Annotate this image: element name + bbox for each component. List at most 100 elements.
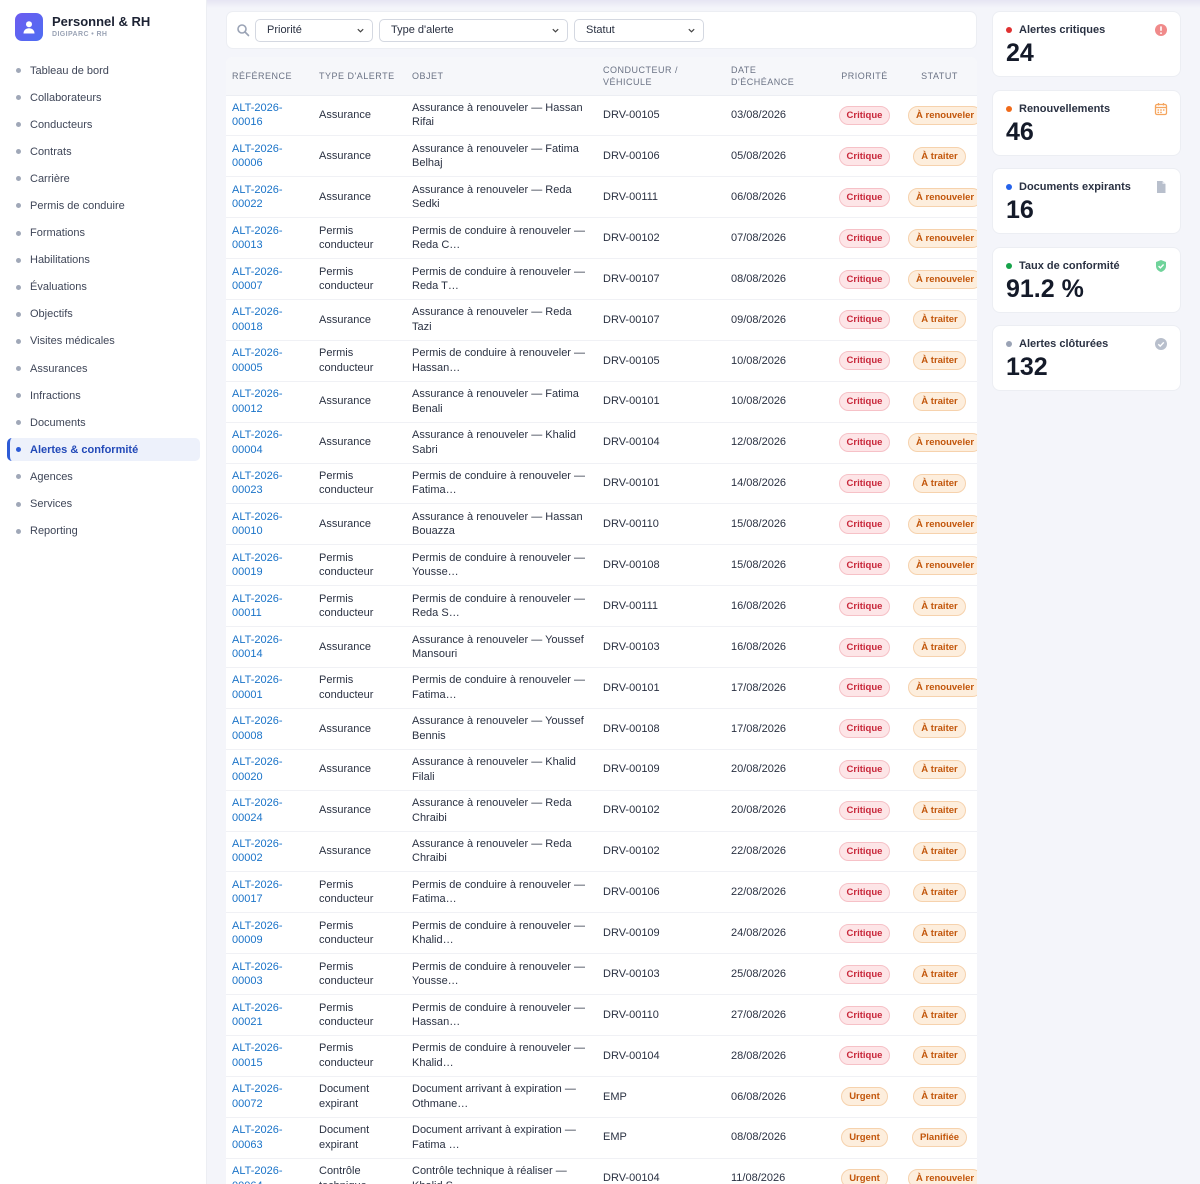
sidebar-item[interactable]: Objectifs <box>7 303 200 326</box>
table-row[interactable]: ALT-2026- 00002 Assurance Assurance à reno… <box>226 831 977 873</box>
sidebar-item[interactable]: Habilitations <box>7 249 200 272</box>
sidebar-item[interactable]: Services <box>7 493 200 516</box>
table-row[interactable]: ALT-2026- 00016 Assurance Assurance à reno… <box>226 95 977 137</box>
table-row[interactable]: ALT-2026- 00001 Permis conducteur Permis d… <box>226 667 977 709</box>
column-header-priority[interactable]: PRIORITÉ <box>827 57 902 96</box>
cell-reference-text[interactable]: ALT-2026- 00022 <box>232 183 283 211</box>
table-row[interactable]: ALT-2026- 00020 Assurance Assurance à reno… <box>226 749 977 791</box>
cell-reference[interactable]: ALT-2026- 00013 <box>226 217 313 260</box>
alert-type-filter-select[interactable]: Type d'alerte <box>379 18 568 42</box>
cell-reference-text[interactable]: ALT-2026- 00005 <box>232 347 283 374</box>
cell-reference[interactable]: ALT-2026- 00019 <box>226 544 313 587</box>
sidebar-item[interactable]: Infractions <box>7 384 200 407</box>
table-row[interactable]: ALT-2026- 00012 Assurance Assurance à reno… <box>226 381 977 423</box>
cell-reference[interactable]: ALT-2026- 00072 <box>226 1076 313 1118</box>
cell-reference-text[interactable]: ALT-2026- 00016 <box>232 101 283 129</box>
cell-reference[interactable]: ALT-2026- 00008 <box>226 708 313 750</box>
cell-reference[interactable]: ALT-2026- 00001 <box>226 667 313 709</box>
cell-reference-text[interactable]: ALT-2026- 00023 <box>232 469 283 497</box>
cell-reference[interactable]: ALT-2026- 00004 <box>226 422 313 464</box>
sidebar-item[interactable]: Visites médicales <box>7 330 200 353</box>
column-header-type[interactable]: TYPE D'ALERTE <box>313 57 406 96</box>
column-header-driver[interactable]: CONDUCTEUR / VÉHICULE <box>597 57 725 96</box>
sidebar-item[interactable]: Contrats <box>7 140 200 163</box>
cell-reference[interactable]: ALT-2026- 00023 <box>226 463 313 505</box>
cell-reference-text[interactable]: ALT-2026- 00011 <box>232 592 283 620</box>
cell-reference[interactable]: ALT-2026- 00005 <box>226 340 313 382</box>
cell-reference[interactable]: ALT-2026- 00012 <box>226 381 313 423</box>
table-row[interactable]: ALT-2026- 00003 Permis conducteur Permis d… <box>226 953 977 996</box>
cell-reference-text[interactable]: ALT-2026- 00012 <box>232 388 283 415</box>
sidebar-item[interactable]: Reporting <box>7 520 200 543</box>
cell-reference[interactable]: ALT-2026- 00016 <box>226 95 313 137</box>
cell-reference-text[interactable]: ALT-2026- 00072 <box>232 1083 283 1110</box>
cell-reference-text[interactable]: ALT-2026- 00014 <box>232 633 283 661</box>
sidebar-item[interactable]: Assurances <box>7 357 200 380</box>
table-row[interactable]: ALT-2026- 00022 Assurance Assurance à reno… <box>226 176 977 219</box>
column-header-due-date[interactable]: DATE D'ÉCHÉANCE <box>725 57 827 96</box>
cell-reference[interactable]: ALT-2026- 00011 <box>226 585 313 628</box>
cell-reference-text[interactable]: ALT-2026- 00064 <box>232 1165 283 1184</box>
column-header-object[interactable]: OBJET <box>406 57 597 96</box>
sidebar-item[interactable]: Collaborateurs <box>7 86 200 109</box>
cell-reference-text[interactable]: ALT-2026- 00007 <box>232 265 283 293</box>
cell-reference-text[interactable]: ALT-2026- 00013 <box>232 224 283 252</box>
sidebar-item[interactable]: Documents <box>7 411 200 434</box>
sidebar-item[interactable]: Carrière <box>7 167 200 190</box>
cell-reference-text[interactable]: ALT-2026- 00063 <box>232 1124 283 1151</box>
sidebar-item[interactable]: Formations <box>7 222 200 245</box>
cell-reference[interactable]: ALT-2026- 00015 <box>226 1035 313 1077</box>
cell-reference[interactable]: ALT-2026- 00014 <box>226 626 313 668</box>
cell-reference[interactable]: ALT-2026- 00007 <box>226 258 313 300</box>
table-row[interactable]: ALT-2026- 00009 Permis conducteur Permis d… <box>226 912 977 955</box>
table-row[interactable]: ALT-2026- 00017 Permis conducteur Permis d… <box>226 871 977 914</box>
cell-reference-text[interactable]: ALT-2026- 00010 <box>232 510 283 538</box>
cell-reference[interactable]: ALT-2026- 00024 <box>226 790 313 832</box>
cell-reference-text[interactable]: ALT-2026- 00008 <box>232 715 283 742</box>
cell-reference-text[interactable]: ALT-2026- 00015 <box>232 1042 283 1069</box>
status-filter-select[interactable]: Statut <box>574 18 704 42</box>
cell-reference[interactable]: ALT-2026- 00022 <box>226 176 313 219</box>
cell-reference[interactable]: ALT-2026- 00006 <box>226 135 313 178</box>
table-row[interactable]: ALT-2026- 00021 Permis conducteur Permis d… <box>226 994 977 1036</box>
table-row[interactable]: ALT-2026- 00063 Document expirant Document… <box>226 1117 977 1159</box>
compliance-rate-card[interactable]: Taux de conformité 91.2 % <box>992 246 1181 313</box>
cell-reference[interactable]: ALT-2026- 00002 <box>226 831 313 873</box>
sidebar-item[interactable]: Évaluations <box>7 276 200 299</box>
column-header-status[interactable]: STATUT <box>902 57 977 96</box>
critical-alerts-card[interactable]: Alertes critiques 24 <box>992 11 1181 77</box>
table-row[interactable]: ALT-2026- 00023 Permis conducteur Permis d… <box>226 463 977 505</box>
cell-reference-text[interactable]: ALT-2026- 00020 <box>232 756 283 783</box>
cell-reference-text[interactable]: ALT-2026- 00019 <box>232 551 283 579</box>
table-row[interactable]: ALT-2026- 00015 Permis conducteur Permis d… <box>226 1035 977 1077</box>
cell-reference[interactable]: ALT-2026- 00018 <box>226 299 313 341</box>
cell-reference[interactable]: ALT-2026- 00017 <box>226 871 313 914</box>
table-row[interactable]: ALT-2026- 00024 Assurance Assurance à reno… <box>226 790 977 832</box>
sidebar-item[interactable]: Conducteurs <box>7 113 200 136</box>
cell-reference-text[interactable]: ALT-2026- 00006 <box>232 142 283 170</box>
table-row[interactable]: ALT-2026- 00014 Assurance Assurance à reno… <box>226 626 977 668</box>
sidebar-item[interactable]: Permis de conduire <box>7 194 200 217</box>
table-row[interactable]: ALT-2026- 00006 Assurance Assurance à reno… <box>226 135 977 178</box>
cell-reference-text[interactable]: ALT-2026- 00024 <box>232 797 283 824</box>
cell-reference[interactable]: ALT-2026- 00063 <box>226 1117 313 1159</box>
renewals-card[interactable]: Renouvellements 46 <box>992 89 1181 156</box>
cell-reference-text[interactable]: ALT-2026- 00018 <box>232 306 283 333</box>
priority-filter-select[interactable]: Priorité <box>255 18 373 42</box>
table-row[interactable]: ALT-2026- 00064 Contrôle technique Contrôl… <box>226 1158 977 1184</box>
table-row[interactable]: ALT-2026- 00019 Permis conducteur Permis d… <box>226 544 977 587</box>
column-header-reference[interactable]: RÉFÉRENCE <box>226 57 313 96</box>
table-row[interactable]: ALT-2026- 00004 Assurance Assurance à reno… <box>226 422 977 464</box>
cell-reference-text[interactable]: ALT-2026- 00021 <box>232 1001 283 1029</box>
expiring-documents-card[interactable]: Documents expirants 16 <box>992 168 1181 234</box>
cell-reference[interactable]: ALT-2026- 00021 <box>226 994 313 1036</box>
table-row[interactable]: ALT-2026- 00072 Document expirant Document… <box>226 1076 977 1118</box>
table-row[interactable]: ALT-2026- 00008 Assurance Assurance à reno… <box>226 708 977 750</box>
table-row[interactable]: ALT-2026- 00007 Permis conducteur Permis d… <box>226 258 977 300</box>
cell-reference-text[interactable]: ALT-2026- 00017 <box>232 878 283 906</box>
cell-reference[interactable]: ALT-2026- 00009 <box>226 912 313 955</box>
cell-reference-text[interactable]: ALT-2026- 00003 <box>232 960 283 988</box>
sidebar-item[interactable]: Agences <box>7 465 200 488</box>
table-row[interactable]: ALT-2026- 00005 Permis conducteur Permis d… <box>226 340 977 382</box>
cell-reference[interactable]: ALT-2026- 00020 <box>226 749 313 791</box>
